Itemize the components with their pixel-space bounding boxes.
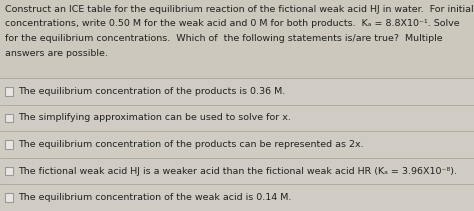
Bar — [5, 87, 13, 96]
Bar — [0, 78, 474, 211]
Text: The equilibrium concentration of the weak acid is 0.14 M.: The equilibrium concentration of the wea… — [18, 193, 292, 202]
Text: Construct an ICE table for the equilibrium reaction of the fictional weak acid H: Construct an ICE table for the equilibri… — [5, 5, 474, 14]
Text: answers are possible.: answers are possible. — [5, 49, 108, 58]
Bar — [5, 167, 13, 175]
Bar — [5, 114, 13, 122]
Text: The equilibrium concentration of the products can be represented as 2x.: The equilibrium concentration of the pro… — [18, 140, 364, 149]
Text: The fictional weak acid HJ is a weaker acid than the fictional weak acid HR (Kₐ : The fictional weak acid HJ is a weaker a… — [18, 167, 457, 176]
Bar — [5, 140, 13, 149]
Bar — [0, 0, 474, 78]
Text: for the equilibrium concentrations.  Which of  the following statements is/are t: for the equilibrium concentrations. Whic… — [5, 34, 443, 43]
Text: concentrations, write 0.50 M for the weak acid and 0 M for both products.  Kₐ = : concentrations, write 0.50 M for the wea… — [5, 19, 460, 28]
Text: The equilibrium concentration of the products is 0.36 M.: The equilibrium concentration of the pro… — [18, 87, 286, 96]
Text: The simplifying approximation can be used to solve for x.: The simplifying approximation can be use… — [18, 114, 292, 122]
Bar — [5, 193, 13, 202]
